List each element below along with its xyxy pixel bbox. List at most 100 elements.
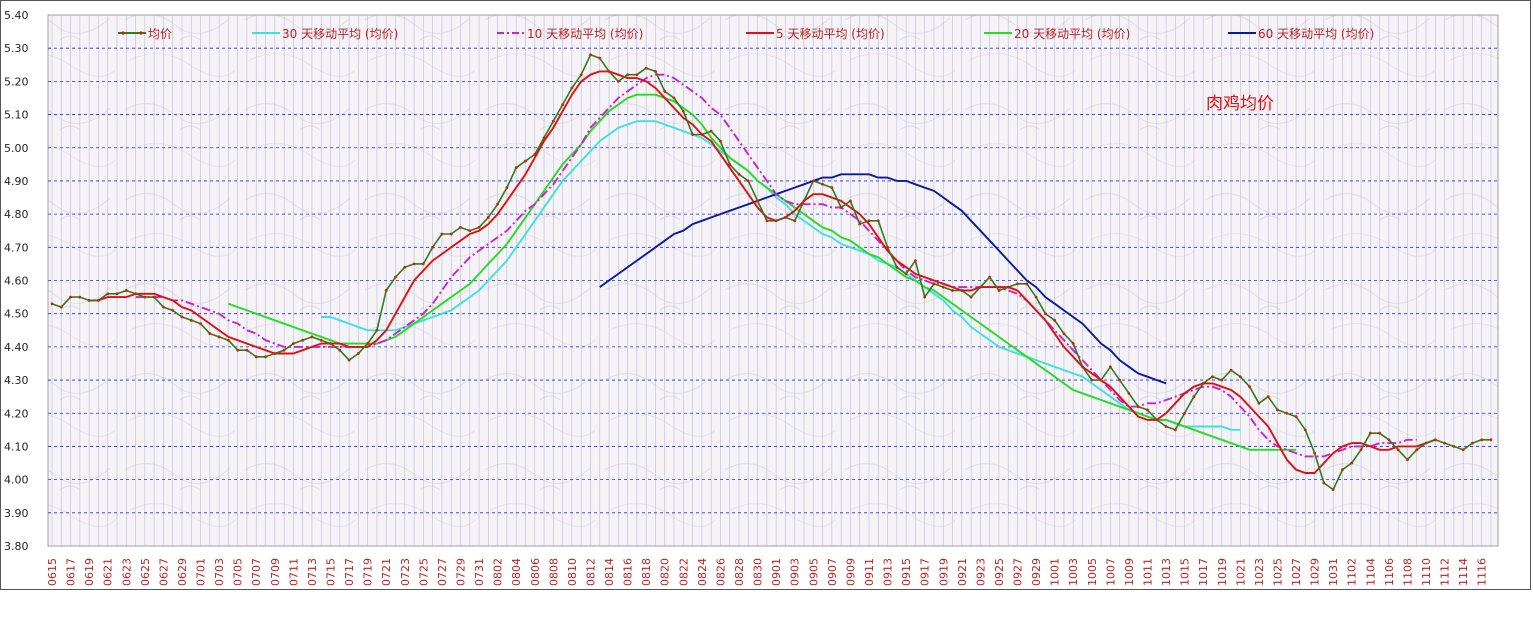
x-tick-label: 0627 xyxy=(157,558,170,586)
data-point xyxy=(654,70,657,73)
data-point xyxy=(1350,461,1354,465)
x-tick-label: 0617 xyxy=(65,558,78,586)
x-tick-label: 0713 xyxy=(306,558,319,586)
series-line-0 xyxy=(51,54,1491,491)
data-point xyxy=(97,299,100,302)
x-tick-label: 0802 xyxy=(492,558,505,586)
data-point xyxy=(1071,342,1075,345)
data-point xyxy=(1322,481,1326,485)
x-tick-label: 0830 xyxy=(752,558,765,586)
data-point xyxy=(1211,375,1214,379)
data-point xyxy=(681,109,685,113)
x-tick-label: 0927 xyxy=(1012,558,1025,586)
data-point xyxy=(1090,378,1094,382)
data-point xyxy=(319,338,323,342)
data-point xyxy=(1238,375,1242,379)
chart-legend: 均价 30 天移动平均 (均价) 10 天移动平均 (均价) 5 天移动平均 (均价)… xyxy=(118,27,1374,41)
data-point xyxy=(1313,451,1317,455)
data-point xyxy=(1266,395,1270,399)
data-point xyxy=(273,352,277,355)
data-point xyxy=(208,332,212,335)
x-tick-label: 0808 xyxy=(547,558,560,586)
data-point xyxy=(87,299,91,302)
x-tick-label: 0911 xyxy=(863,558,876,586)
data-point xyxy=(1006,285,1010,289)
y-tick-label: 3.90 xyxy=(4,507,29,520)
data-point xyxy=(914,259,917,262)
data-point xyxy=(1127,391,1131,395)
data-point xyxy=(1016,282,1019,286)
data-point xyxy=(1164,425,1168,428)
x-tick-label: 1029 xyxy=(1309,558,1322,586)
data-point xyxy=(282,348,286,352)
data-point xyxy=(644,66,648,70)
chart-title: 肉鸡均价 xyxy=(1206,94,1274,114)
data-point xyxy=(1396,448,1400,452)
x-tick-label: 1116 xyxy=(1476,558,1489,586)
x-tick-label: 0907 xyxy=(826,558,839,586)
x-tick-label: 0923 xyxy=(974,558,987,586)
data-point xyxy=(867,219,871,223)
x-tick-label: 1005 xyxy=(1086,558,1099,586)
data-point xyxy=(1108,365,1112,369)
data-point xyxy=(1025,282,1029,286)
x-tick-label: 1013 xyxy=(1160,558,1173,586)
x-tick-label: 0727 xyxy=(436,558,449,586)
data-point xyxy=(691,133,694,136)
x-tick-label: 0619 xyxy=(83,558,96,586)
x-tick-label: 0915 xyxy=(900,558,913,586)
x-tick-label: 0818 xyxy=(640,558,653,586)
data-point xyxy=(1034,295,1038,299)
x-tick-label: 1108 xyxy=(1401,558,1414,586)
data-point xyxy=(1294,415,1298,418)
x-tick-label: 0929 xyxy=(1030,558,1043,586)
x-tick-label: 1112 xyxy=(1439,558,1452,586)
data-point xyxy=(1201,381,1205,385)
data-point xyxy=(895,265,899,269)
y-tick-label: 4.20 xyxy=(4,407,29,420)
y-tick-label: 4.90 xyxy=(4,175,29,188)
data-point xyxy=(78,295,82,299)
data-point xyxy=(774,219,778,223)
data-point xyxy=(1285,411,1289,415)
x-tick-label: 0717 xyxy=(343,558,356,586)
data-point xyxy=(1415,448,1419,452)
data-point xyxy=(338,348,342,352)
data-point xyxy=(115,292,119,296)
x-tick-label: 0820 xyxy=(659,558,672,586)
data-point xyxy=(1043,312,1047,316)
x-tick-label: 0824 xyxy=(696,558,709,586)
data-point xyxy=(607,70,611,73)
x-tick-label: 0826 xyxy=(714,558,727,586)
x-tick-label: 0828 xyxy=(733,558,746,586)
data-point xyxy=(291,342,295,345)
y-tick-label: 5.30 xyxy=(4,42,29,55)
data-point xyxy=(1387,438,1391,442)
x-tick-label: 1031 xyxy=(1327,558,1340,586)
data-point xyxy=(542,136,546,140)
data-point xyxy=(496,202,500,206)
x-tick-label: 0725 xyxy=(417,558,430,586)
data-point xyxy=(793,219,797,223)
data-point xyxy=(152,295,156,299)
x-tick-label: 0905 xyxy=(807,558,820,586)
data-point xyxy=(199,322,202,326)
data-point xyxy=(1461,448,1465,452)
x-tick-label: 1017 xyxy=(1197,558,1210,586)
data-point xyxy=(449,232,453,236)
series-line-4 xyxy=(228,93,1296,451)
data-point xyxy=(811,179,815,183)
data-point xyxy=(1220,378,1224,382)
data-point xyxy=(988,275,992,279)
data-point xyxy=(1192,395,1196,399)
x-tick-label: 0901 xyxy=(770,558,783,586)
data-point xyxy=(226,338,230,342)
data-point xyxy=(421,262,425,266)
data-point xyxy=(310,335,314,339)
data-point xyxy=(802,199,806,203)
x-tick-label: 1104 xyxy=(1364,558,1377,586)
data-point xyxy=(756,199,759,203)
data-point xyxy=(1257,401,1261,405)
x-tick-label: 0625 xyxy=(139,558,152,586)
